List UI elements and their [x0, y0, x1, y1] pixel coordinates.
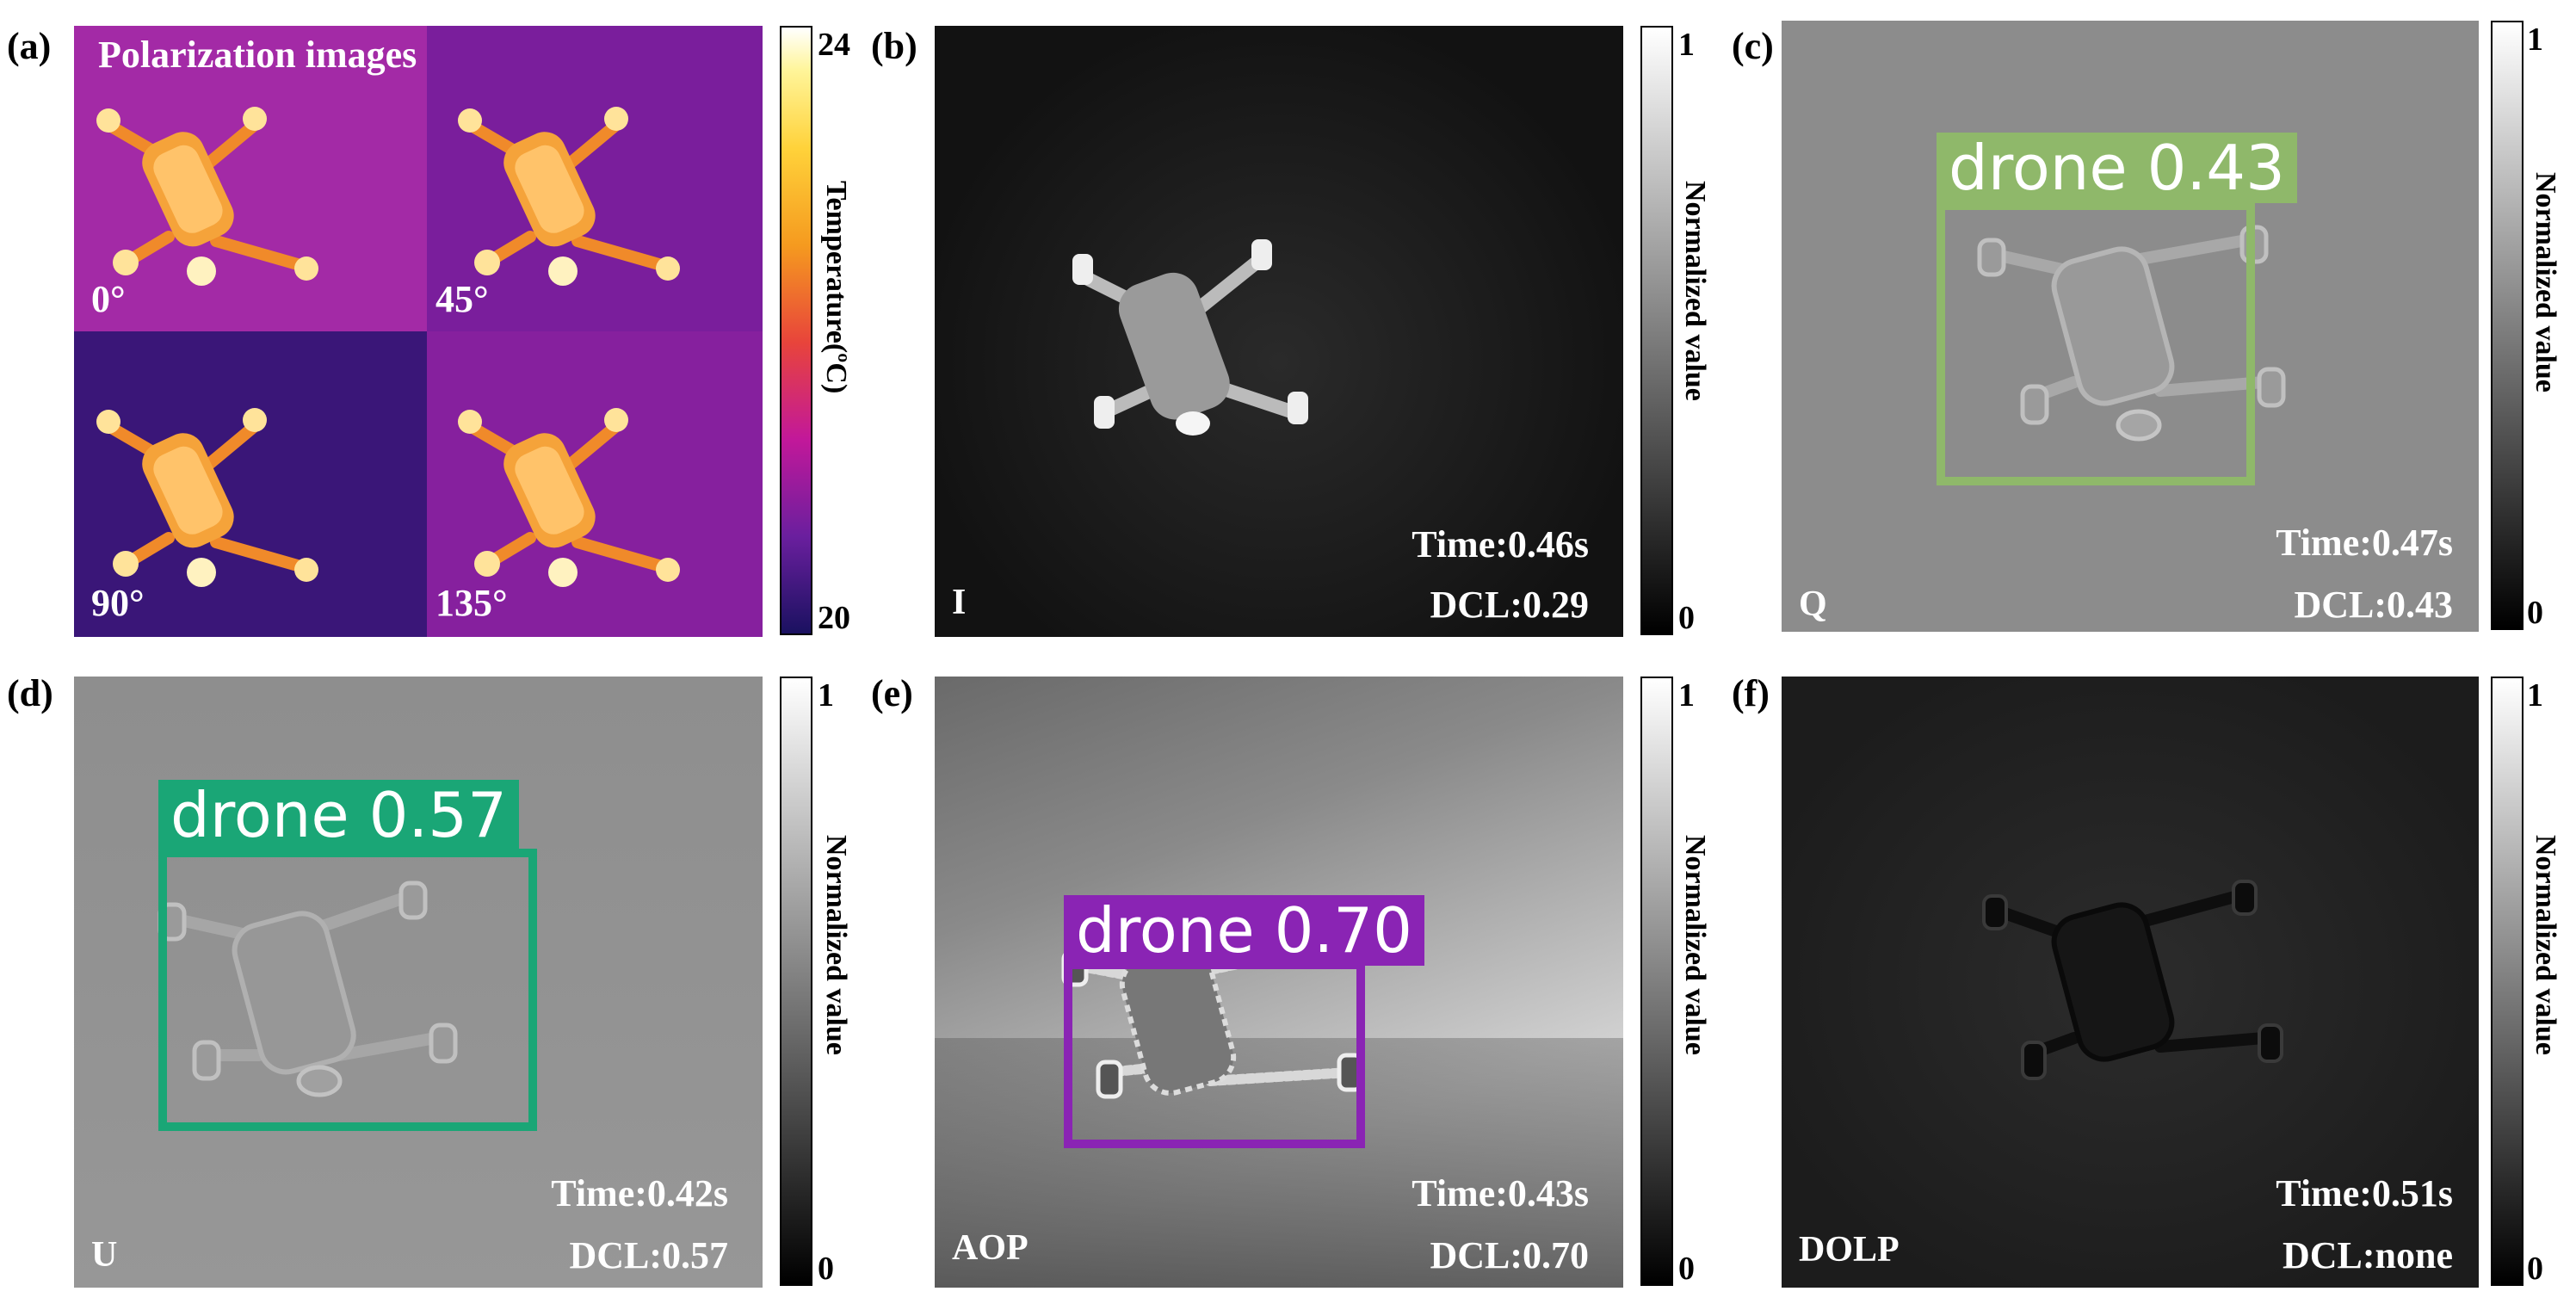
panel-e-colorbar	[1640, 677, 1673, 1286]
panel-d-channel-label: U	[91, 1235, 118, 1275]
temperature-colorbar	[780, 26, 812, 635]
panel-d-colorbar-min: 0	[818, 1251, 834, 1287]
panel-d-label: (d)	[7, 672, 53, 714]
panel-c-colorbar-max: 1	[2527, 22, 2543, 58]
quadrant-90deg	[74, 331, 427, 637]
panel-d-colorbar	[780, 677, 812, 1286]
temperature-colorbar-min: 20	[818, 600, 850, 636]
panel-e-colorbar-label: Normalized value	[1679, 835, 1711, 1055]
panel-a-title: Polarization images	[98, 34, 417, 76]
panel-e-detection-label: drone 0.70	[1064, 895, 1424, 966]
panel-c-detection-box	[1937, 201, 2255, 485]
temperature-colorbar-label: Temperature(ºC)	[820, 181, 852, 394]
panel-b-colorbar-max: 1	[1678, 27, 1695, 63]
panel-f-colorbar-label: Normalized value	[2530, 835, 2561, 1055]
panel-b-colorbar-min: 0	[1678, 600, 1695, 636]
panel-b-channel-label: I	[952, 583, 967, 622]
panel-a-label: (a)	[7, 25, 52, 67]
panel-f-dolp-image: DOLP Time:0.51s DCL:none	[1782, 677, 2479, 1288]
panel-f-time: Time:0.51s	[2276, 1172, 2453, 1214]
angle-45-label: 45°	[436, 278, 489, 320]
panel-b-colorbar-label: Normalized value	[1679, 181, 1711, 401]
panel-b-intensity-image: I Time:0.46s DCL:0.29	[935, 26, 1623, 637]
panel-f-dcl: DCL:none	[2282, 1234, 2453, 1276]
quadrant-135deg	[427, 331, 763, 637]
panel-c-channel-label: Q	[1799, 584, 1827, 624]
panel-b-label: (b)	[871, 25, 917, 67]
panel-d-dcl: DCL:0.57	[569, 1234, 728, 1276]
panel-c-colorbar-label: Normalized value	[2530, 172, 2561, 392]
panel-d-colorbar-max: 1	[818, 677, 834, 714]
panel-e-label: (e)	[871, 672, 913, 714]
panel-e-channel-label: AOP	[952, 1228, 1029, 1268]
panel-f-label: (f)	[1732, 672, 1770, 714]
panel-d-u-image: drone 0.57 U Time:0.42s DCL:0.57	[74, 677, 763, 1288]
panel-e-detection-box	[1064, 961, 1365, 1148]
panel-c-q-image: drone 0.43 Q Time:0.47s DCL:0.43	[1782, 21, 2479, 632]
panel-d-time: Time:0.42s	[551, 1172, 728, 1214]
panel-c-detection-label: drone 0.43	[1937, 133, 2297, 203]
panel-f-colorbar-min: 0	[2527, 1251, 2543, 1287]
panel-e-colorbar-max: 1	[1678, 677, 1695, 714]
panel-e-aop-image: drone 0.70 AOP Time:0.43s DCL:0.70	[935, 677, 1623, 1288]
angle-90-label: 90°	[91, 582, 145, 624]
panel-f-channel-label: DOLP	[1799, 1230, 1900, 1270]
drone-i-graphic	[1072, 239, 1308, 436]
drone-u-graphic	[158, 881, 458, 1097]
panel-c-colorbar	[2491, 21, 2523, 630]
panel-d-detection-label: drone 0.57	[158, 780, 519, 850]
panel-f-colorbar	[2491, 677, 2523, 1286]
drone-dolp-graphic	[1982, 880, 2283, 1080]
panel-e-colorbar-min: 0	[1678, 1251, 1695, 1287]
angle-0-label: 0°	[91, 278, 126, 320]
panel-a-polarization-grid: Polarization images 0° 45° 90° 135°	[74, 26, 763, 637]
panel-c-dcl: DCL:0.43	[2294, 584, 2453, 626]
panel-b-time: Time:0.46s	[1412, 523, 1589, 565]
panel-b-dcl: DCL:0.29	[1430, 584, 1589, 626]
temperature-colorbar-max: 24	[818, 27, 850, 63]
panel-d-colorbar-label: Normalized value	[820, 835, 852, 1055]
panel-c-label: (c)	[1732, 25, 1774, 67]
quadrant-0deg	[74, 26, 427, 331]
panel-c-colorbar-min: 0	[2527, 595, 2543, 631]
panel-e-dcl: DCL:0.70	[1430, 1234, 1589, 1276]
panel-d-detection-box	[158, 849, 537, 1131]
thermal-drone-graphics	[74, 26, 763, 637]
panel-e-time: Time:0.43s	[1412, 1172, 1589, 1214]
panel-f-colorbar-max: 1	[2527, 677, 2543, 714]
quadrant-45deg	[427, 26, 763, 331]
panel-c-time: Time:0.47s	[2276, 522, 2453, 564]
panel-b-colorbar	[1640, 26, 1673, 635]
angle-135-label: 135°	[436, 582, 508, 624]
